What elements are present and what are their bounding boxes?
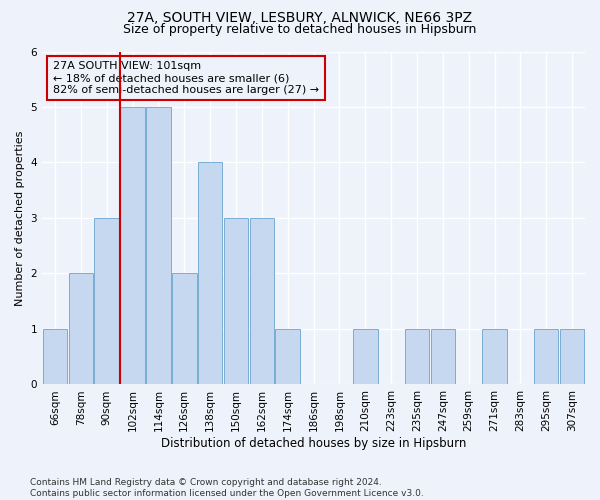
Text: 27A SOUTH VIEW: 101sqm
← 18% of detached houses are smaller (6)
82% of semi-deta: 27A SOUTH VIEW: 101sqm ← 18% of detached… xyxy=(53,62,319,94)
Bar xyxy=(250,218,274,384)
Bar xyxy=(275,329,300,384)
Y-axis label: Number of detached properties: Number of detached properties xyxy=(15,130,25,306)
Bar xyxy=(68,274,93,384)
Text: 27A, SOUTH VIEW, LESBURY, ALNWICK, NE66 3PZ: 27A, SOUTH VIEW, LESBURY, ALNWICK, NE66 … xyxy=(127,12,473,26)
Bar xyxy=(172,274,197,384)
Bar xyxy=(482,329,507,384)
X-axis label: Distribution of detached houses by size in Hipsburn: Distribution of detached houses by size … xyxy=(161,437,466,450)
Bar xyxy=(431,329,455,384)
Bar xyxy=(120,107,145,384)
Bar xyxy=(353,329,377,384)
Bar xyxy=(224,218,248,384)
Bar xyxy=(404,329,429,384)
Bar xyxy=(146,107,170,384)
Text: Size of property relative to detached houses in Hipsburn: Size of property relative to detached ho… xyxy=(124,22,476,36)
Bar xyxy=(534,329,559,384)
Bar xyxy=(198,162,223,384)
Bar xyxy=(560,329,584,384)
Bar xyxy=(94,218,119,384)
Text: Contains HM Land Registry data © Crown copyright and database right 2024.
Contai: Contains HM Land Registry data © Crown c… xyxy=(30,478,424,498)
Bar xyxy=(43,329,67,384)
